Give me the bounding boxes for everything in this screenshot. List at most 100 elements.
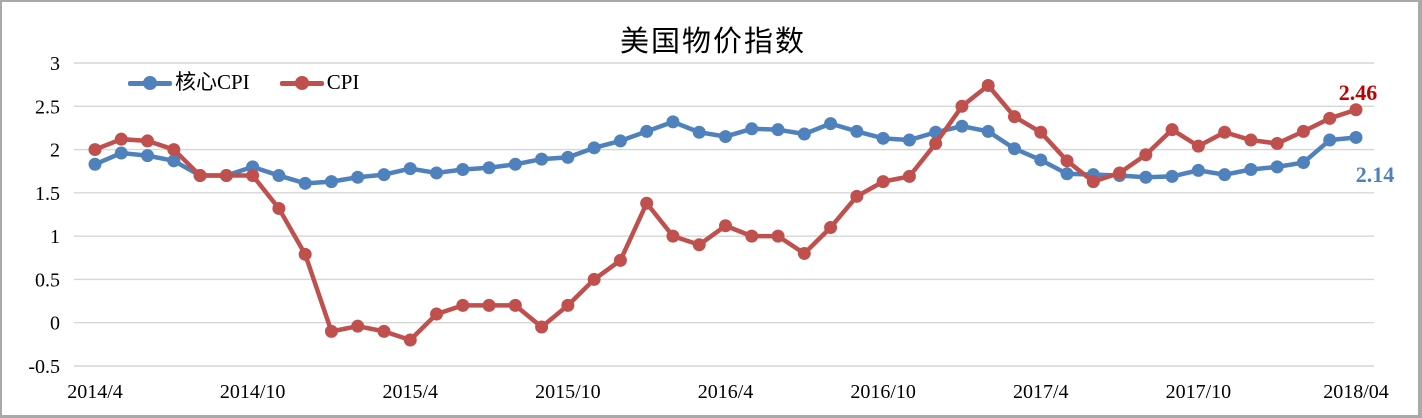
data-point-marker [88,143,102,157]
x-tick-label: 2014/4 [67,381,123,403]
data-point-marker [902,169,916,183]
data-point-marker [718,130,732,144]
data-point-marker [850,189,864,203]
data-point-marker [1270,160,1284,174]
data-point-marker [272,201,286,215]
legend-item-core-cpi: 核心CPI [128,72,250,93]
data-point-marker [482,298,496,312]
data-point-marker [1349,130,1363,144]
y-tick-label: -0.5 [28,356,60,378]
data-point-marker [298,176,312,190]
data-point-marker [666,115,680,129]
data-point-marker [771,229,785,243]
data-point-marker [403,162,417,176]
data-point-marker [430,307,444,321]
data-point-marker [508,157,522,171]
data-point-marker [219,169,233,183]
data-point-marker [1165,123,1179,137]
legend-label-core-cpi: 核心CPI [175,70,250,94]
x-tick-label: 2015/10 [535,381,601,403]
data-point-marker [430,166,444,180]
data-point-marker [298,247,312,261]
data-point-marker [167,154,181,168]
y-tick-label: 0 [50,313,60,335]
data-point-marker [88,157,102,171]
data-point-marker [666,229,680,243]
y-tick-label: 1 [50,226,60,248]
data-point-marker [193,169,207,183]
data-point-marker [482,161,496,175]
data-point-marker [456,298,470,312]
data-point-marker [141,134,155,148]
data-point-marker [1060,154,1074,168]
data-point-marker [797,127,811,141]
data-point-marker [850,124,864,138]
legend-item-cpi: CPI [279,70,360,94]
data-point-marker [1191,139,1205,153]
data-point-marker [1165,169,1179,183]
data-point-marker [141,149,155,163]
x-tick-label: 2018/04 [1323,381,1389,403]
data-point-marker [1218,125,1232,139]
data-point-marker [1323,133,1337,147]
cpi-line-marker-icon [279,75,324,91]
data-point-marker [613,253,627,267]
data-point-marker [1007,142,1021,156]
data-point-marker [902,133,916,147]
data-point-marker [876,131,890,145]
data-point-marker [824,220,838,234]
data-point-marker [745,122,759,136]
data-point-marker [718,219,732,233]
data-point-marker [1244,162,1258,176]
data-point-marker [1034,153,1048,167]
data-point-marker [824,117,838,131]
core-cpi-last-value-label: 2.14 [1355,162,1395,187]
x-tick-label: 2017/4 [1013,381,1069,403]
legend-label-cpi: CPI [326,70,360,94]
data-point-marker [351,319,365,333]
data-point-marker [1139,170,1153,184]
y-tick-label: 2 [50,140,60,162]
y-tick-label: 3 [50,53,60,75]
data-point-marker [876,175,890,189]
data-point-marker [324,175,338,189]
data-point-marker [613,134,627,148]
chart-title: 美国物价指数 [619,26,806,58]
series-line-CPI [92,83,1359,343]
data-point-marker [377,168,391,182]
data-point-marker [1139,148,1153,162]
data-point-marker [1113,166,1127,180]
x-tick-label: 2016/10 [850,381,916,403]
data-point-marker [981,79,995,93]
y-tick-label: 0.5 [35,269,60,291]
data-point-marker [456,162,470,176]
data-point-marker [272,169,286,183]
data-point-marker [797,246,811,260]
data-point-marker [1296,156,1310,170]
x-tick-label: 2014/10 [220,381,286,403]
y-tick-label: 1.5 [35,183,60,205]
chart-legend: 核心CPI CPI [128,72,359,93]
data-point-marker [1034,125,1048,139]
data-point-marker [1218,168,1232,182]
data-point-marker [246,169,260,183]
x-tick-label: 2017/10 [1166,381,1232,403]
data-point-marker [1007,110,1021,124]
data-point-marker [1191,163,1205,177]
data-point-marker [403,333,417,347]
data-point-marker [561,298,575,312]
data-point-marker [535,152,549,166]
data-point-marker [587,141,601,155]
data-point-marker [587,272,601,286]
data-point-marker [1323,111,1337,125]
data-point-marker [640,196,654,210]
data-point-marker [1086,175,1100,189]
cpi-last-value-label: 2.46 [1338,80,1378,105]
core-cpi-line-marker-icon [128,75,172,91]
data-point-marker [929,137,943,151]
data-point-marker [351,170,365,184]
data-point-marker [955,99,969,113]
data-point-marker [692,125,706,139]
